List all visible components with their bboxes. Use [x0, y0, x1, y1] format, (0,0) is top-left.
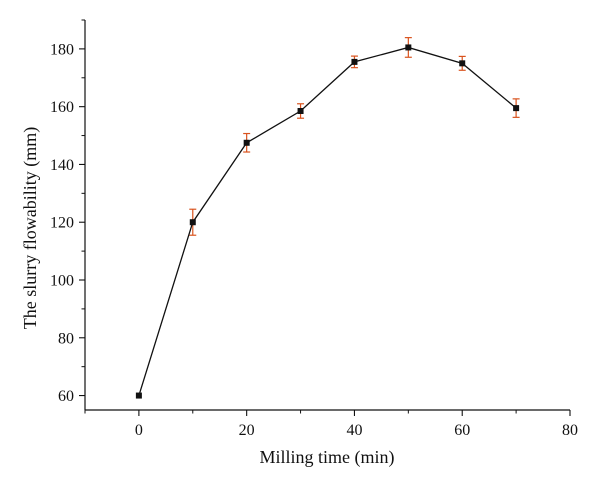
y-tick-label: 140: [50, 157, 74, 174]
y-tick-label: 80: [58, 330, 74, 347]
data-point: [189, 219, 196, 226]
data-point: [243, 139, 250, 146]
axes: [84, 20, 570, 411]
data-point: [513, 105, 520, 112]
x-tick-label: 0: [135, 422, 143, 439]
data-point: [351, 58, 358, 65]
x-tick-label: 60: [454, 422, 470, 439]
data-point: [135, 392, 142, 399]
y-tick-label: 180: [50, 41, 74, 58]
ticks: [79, 19, 571, 416]
data-points: [135, 44, 520, 399]
series: [138, 46, 517, 396]
error-bars: [189, 37, 520, 236]
x-axis-title: Milling time (min): [260, 447, 395, 468]
data-point: [459, 60, 466, 67]
y-tick-label: 60: [58, 388, 74, 405]
series-line: [138, 46, 517, 396]
y-axis-title: The slurry flowability (mm): [20, 127, 41, 329]
y-tick-label: 160: [50, 99, 74, 116]
y-tick-label: 100: [50, 273, 74, 290]
x-tick-label: 40: [346, 422, 362, 439]
tick-labels: 0 20 40 60 80 60 80 100 120 140 160 180: [50, 41, 578, 439]
x-tick-label: 20: [239, 422, 255, 439]
data-point: [297, 108, 304, 114]
data-point: [405, 44, 412, 51]
x-tick-label: 80: [562, 422, 578, 439]
y-tick-label: 120: [50, 215, 74, 232]
